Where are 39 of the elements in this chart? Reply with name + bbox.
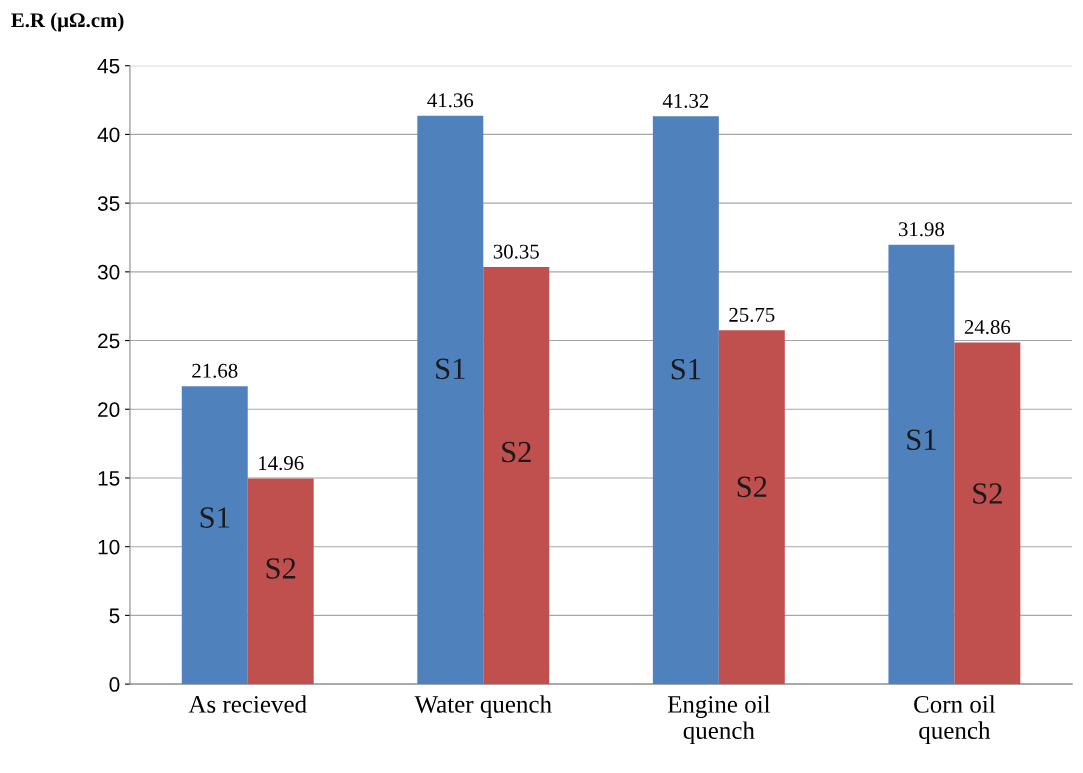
y-tick-label: 40	[97, 127, 120, 143]
y-tick-label: 15	[98, 471, 120, 486]
series-label: S1	[907, 429, 936, 451]
y-tick-label: 30	[97, 264, 120, 280]
bar	[718, 330, 785, 685]
y-tick-label: 25	[98, 333, 120, 349]
text: S2	[266, 558, 296, 579]
x-tick-label: Corn oil quench	[914, 695, 996, 745]
data-label: 41.32	[662, 93, 709, 108]
bar	[652, 116, 719, 685]
bar	[417, 115, 484, 685]
x-tick-label: Engine oil quench	[667, 695, 771, 745]
y-tick-label: 10	[98, 539, 120, 555]
series-label: S2	[502, 441, 531, 463]
y-tick-label: 35	[97, 196, 120, 211]
bar	[247, 478, 314, 685]
bar	[888, 244, 955, 685]
text: S1	[671, 358, 701, 380]
text: S1	[200, 507, 230, 528]
y-tick-label: 0	[109, 677, 120, 692]
data-label: 31.98	[898, 222, 945, 237]
x-tick-label: As recieved	[188, 695, 307, 713]
data-label: 25.75	[729, 307, 775, 322]
data-label: 41.36	[427, 93, 474, 108]
bar	[483, 267, 550, 685]
data-label: 24.86	[964, 320, 1011, 335]
text: S2	[973, 483, 1002, 504]
bar	[954, 342, 1021, 685]
y-tick-label: 45	[97, 58, 120, 74]
bar	[181, 386, 248, 685]
x-tick-label: Water quench	[414, 695, 552, 718]
text: S1	[436, 358, 465, 380]
data-label: 14.96	[259, 456, 304, 471]
y-tick-label: 5	[109, 608, 120, 624]
data-label: 21.68	[192, 363, 238, 378]
data-label: 30.35	[493, 244, 539, 259]
text: S2	[737, 476, 767, 498]
y-axis-title: E.R (μΩ.cm)	[11, 12, 124, 32]
y-tick-label: 20	[98, 402, 120, 418]
